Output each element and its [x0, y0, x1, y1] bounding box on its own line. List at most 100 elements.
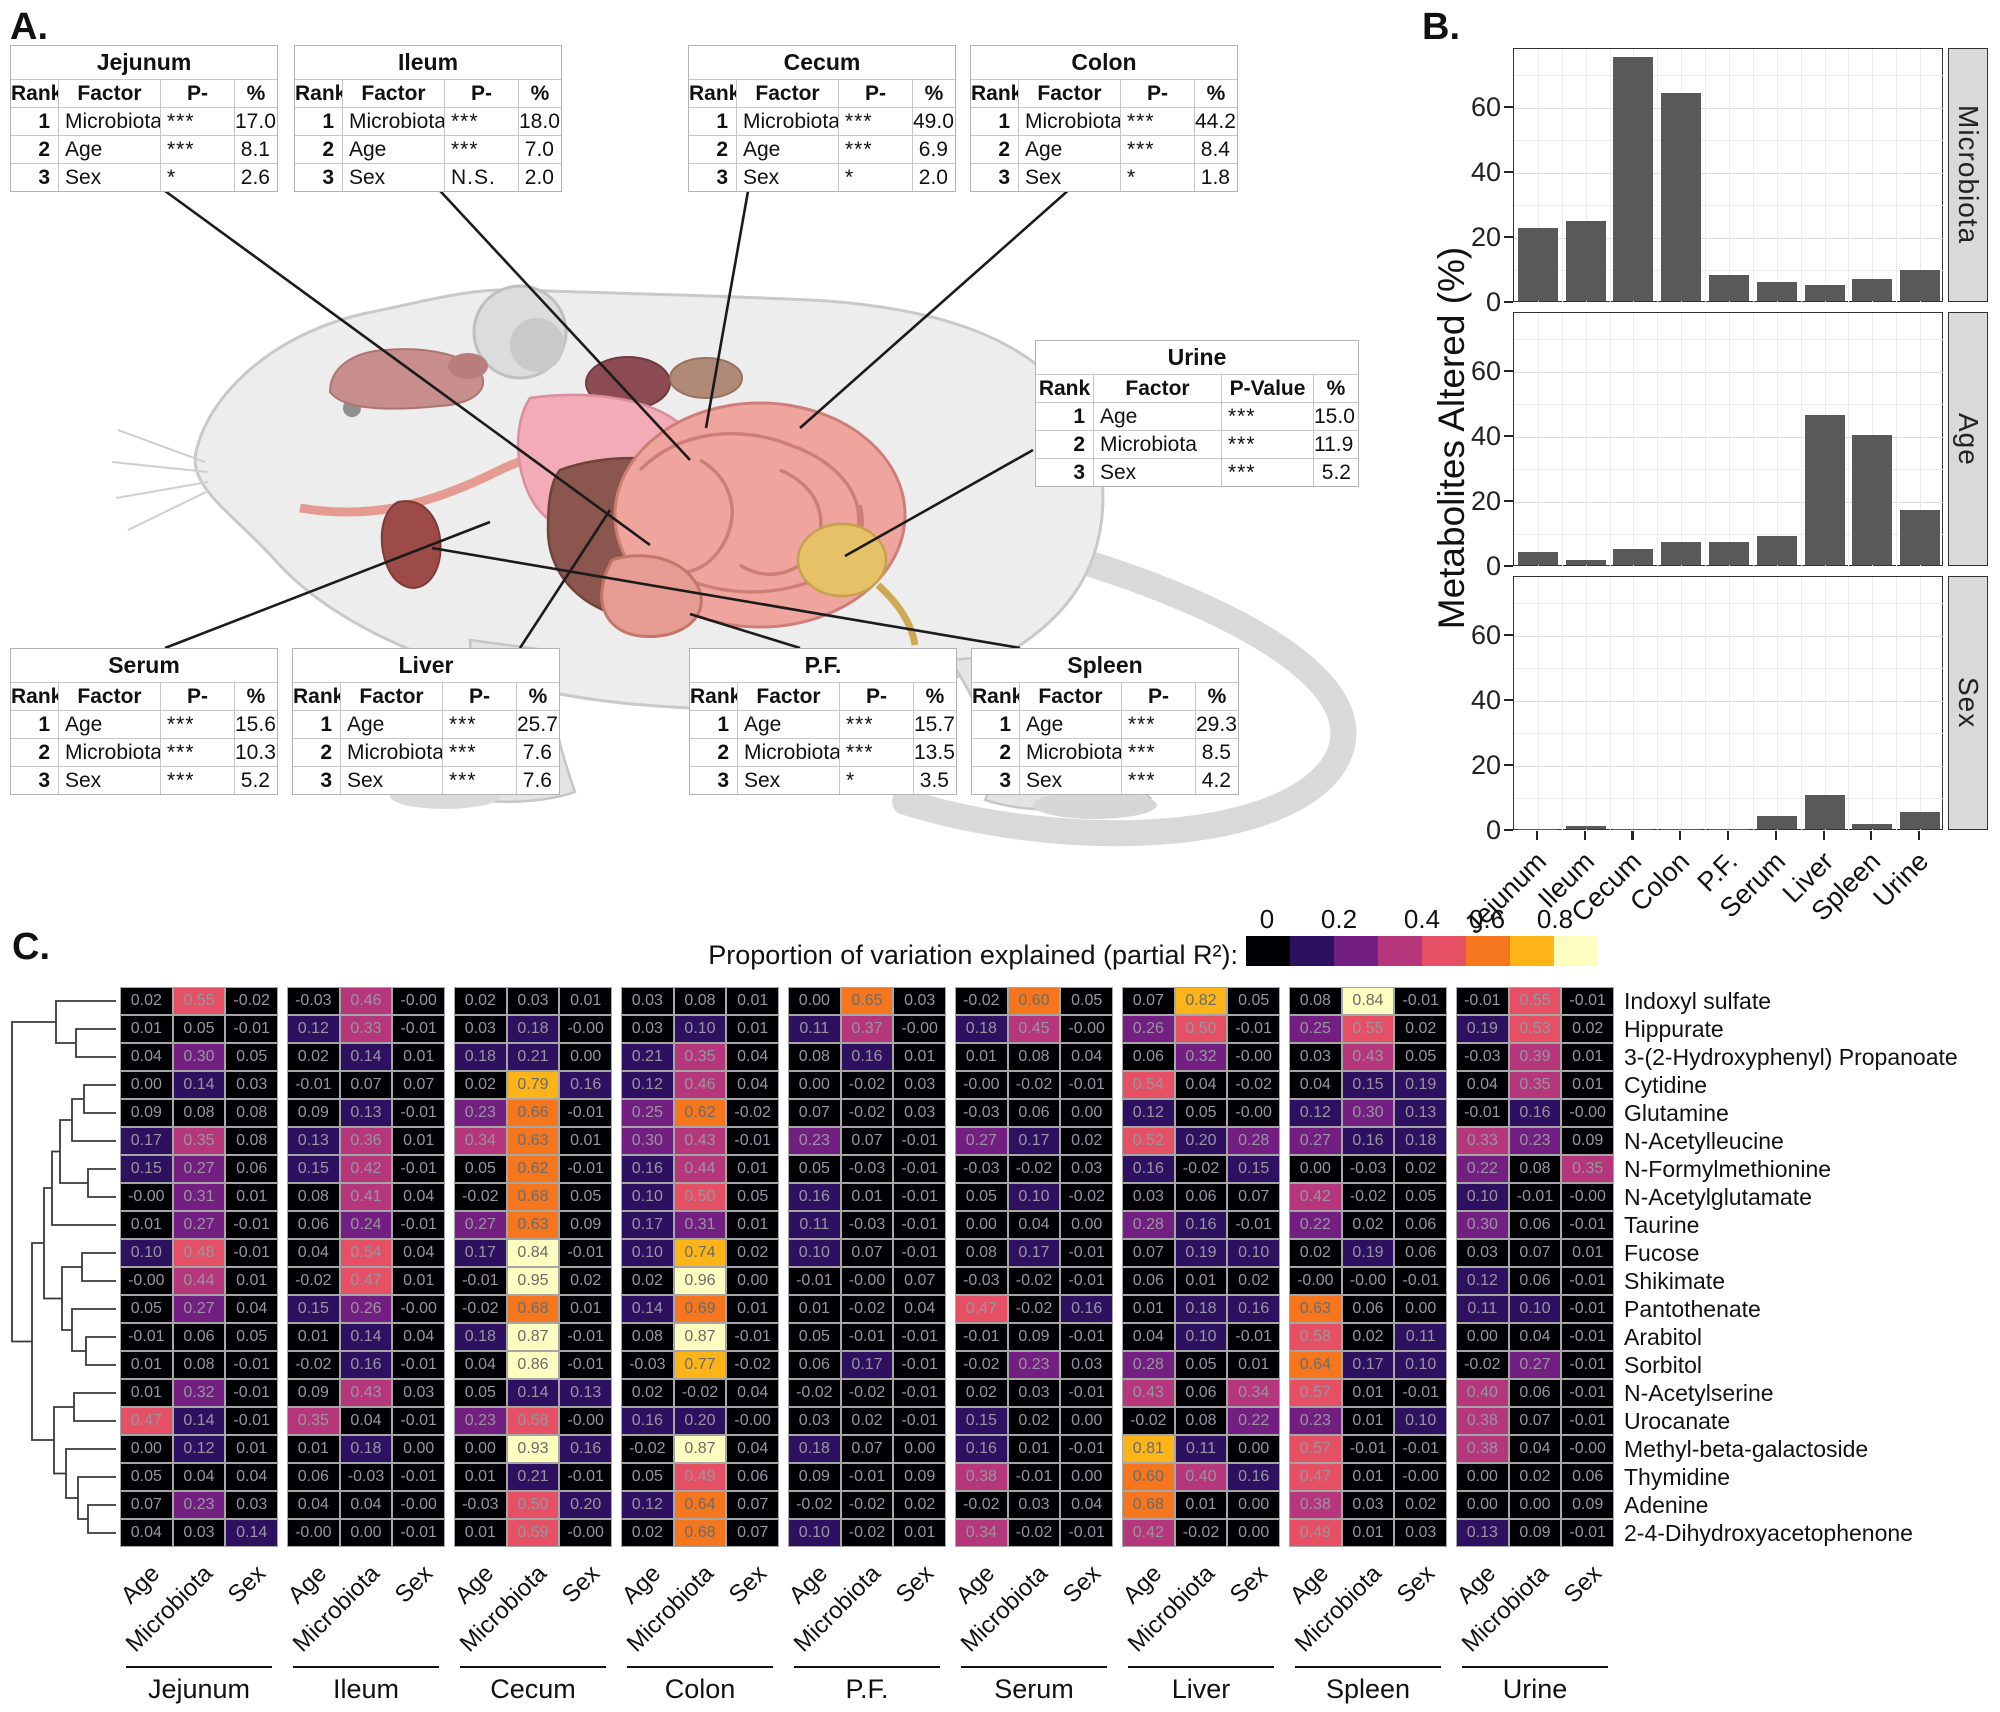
heatmap-cell: 0.08 — [621, 1323, 674, 1351]
heatmap-cell: -0.00 — [559, 1407, 612, 1435]
heatmap-cell: 0.47 — [339, 1267, 393, 1295]
heatmap-cell: 0.06 — [1174, 1183, 1228, 1211]
stomach-organ — [669, 357, 743, 399]
table-cell: 3 — [11, 164, 59, 191]
facet-strip-label: Sex — [1953, 677, 1984, 729]
heatmap-cell: 0.16 — [339, 1351, 393, 1379]
table-cell: *** — [839, 136, 913, 163]
heatmap-cell: 0.01 — [225, 1435, 278, 1463]
heatmap-cell: 0.06 — [1508, 1211, 1562, 1239]
heatmap-cell: 0.19 — [1456, 1015, 1509, 1043]
heatmap-cell: 0.04 — [287, 1239, 340, 1267]
table-title: Urine — [1036, 341, 1358, 375]
heatmap-cell: 0.10 — [1227, 1239, 1280, 1267]
heatmap-cell: 0.45 — [1007, 1015, 1061, 1043]
heatmap-cell: -0.00 — [559, 1015, 612, 1043]
gridline-vertical — [1752, 577, 1754, 831]
heatmap-cell: 0.14 — [225, 1519, 278, 1547]
bar-jejunum — [1517, 828, 1558, 829]
heatmap-cell: 0.38 — [1289, 1491, 1342, 1519]
legend-swatch — [1422, 936, 1466, 966]
heatmap-cell: -0.01 — [454, 1267, 507, 1295]
heatmap-cell: 0.58 — [506, 1407, 560, 1435]
table-cell: 15.6 — [235, 713, 276, 736]
table-cell: *** — [445, 136, 519, 163]
heatmap-cell: 0.43 — [339, 1379, 393, 1407]
table-cell: 5.2 — [1321, 461, 1351, 484]
heatmap-cell: -0.01 — [840, 1323, 894, 1351]
heatmap-cell: 0.25 — [621, 1099, 674, 1127]
heatmap-cell: 0.38 — [1456, 1435, 1509, 1463]
heatmap-cell: 0.03 — [1341, 1491, 1395, 1519]
heatmap-cell: 0.43 — [1341, 1043, 1395, 1071]
heatmap-cell: 0.19 — [1394, 1071, 1447, 1099]
heatmap-cell: 0.35 — [172, 1127, 226, 1155]
table-row: 3 Sex *** 5.2 — [1036, 459, 1358, 486]
gridline-vertical — [1585, 577, 1587, 831]
heatmap-cell: 0.01 — [1007, 1435, 1061, 1463]
heatmap-cell: 0.01 — [120, 1211, 173, 1239]
heatmap-cell: 0.16 — [955, 1435, 1008, 1463]
heatmap-cell: -0.01 — [392, 1015, 445, 1043]
heatmap-cell: 0.10 — [621, 1183, 674, 1211]
table-row: 3 Sex N.S. 2.0 — [295, 164, 561, 191]
heatmap-cell: 0.06 — [225, 1155, 278, 1183]
table-cell: 2 — [11, 739, 59, 766]
gridline-vertical — [1537, 49, 1539, 303]
ileum-connector-line — [429, 179, 691, 461]
column-header: Rank — [11, 80, 59, 107]
metabolite-label: Cytidine — [1624, 1072, 1708, 1098]
table-cell: 1.8 — [1200, 166, 1230, 189]
heatmap-cell: 0.18 — [506, 1015, 560, 1043]
heatmap-cell: 0.05 — [1394, 1183, 1447, 1211]
table-cell: *** — [1121, 136, 1195, 163]
bar-ileum — [1565, 560, 1606, 565]
heatmap-cell: 0.52 — [1122, 1127, 1175, 1155]
heatmap-cell: 0.16 — [621, 1155, 674, 1183]
heatmap-cell: 0.68 — [673, 1519, 727, 1547]
heatmap-cell: -0.02 — [840, 1099, 894, 1127]
heatmap-cell: 0.06 — [726, 1463, 779, 1491]
heatmap-cell: 0.05 — [172, 1015, 226, 1043]
heatmap-cell: 0.05 — [1174, 1351, 1228, 1379]
table-row: 1 Age *** 29.3 — [972, 711, 1238, 739]
heatmap-cell: 0.22 — [1289, 1211, 1342, 1239]
heatmap-cell: -0.00 — [559, 1519, 612, 1547]
x-tick-mark — [1631, 831, 1634, 840]
heatmap-cell: -0.00 — [392, 1295, 445, 1323]
table-row: 1 Microbiota *** 44.2 — [971, 108, 1237, 136]
heatmap-cell: -0.02 — [1341, 1183, 1395, 1211]
heatmap-cell: 0.04 — [1456, 1071, 1509, 1099]
tissue-group-label-liver: Liver — [1171, 1674, 1231, 1704]
heatmap-cell: 0.07 — [893, 1267, 946, 1295]
bar-serum — [1756, 281, 1797, 301]
heatmap-cell: 0.08 — [287, 1183, 340, 1211]
heatmap-cell: -0.02 — [1007, 1267, 1061, 1295]
bar-liver — [1804, 284, 1845, 301]
table-cell: Microbiota — [1094, 431, 1222, 458]
heatmap-cell: 0.03 — [225, 1071, 278, 1099]
heatmap-cell: 0.63 — [506, 1127, 560, 1155]
factor-table-jejunum: JejunumRankFactorP-Value%1Microbiota***1… — [10, 45, 278, 192]
heatmap-cell: 0.05 — [955, 1183, 1008, 1211]
heatmap-cell: 0.01 — [392, 1043, 445, 1071]
heatmap-cell: -0.01 — [1394, 1435, 1447, 1463]
facet-strip-age: Age — [1948, 312, 1988, 566]
heatmap-cell: 0.01 — [1174, 1491, 1228, 1519]
heatmap-cell: 0.04 — [172, 1463, 226, 1491]
y-tick-mark — [1504, 763, 1513, 767]
table-row: 3 Sex * 1.8 — [971, 164, 1237, 191]
legend-tick-label: 0.4 — [1403, 904, 1441, 934]
heatmap-cell: 0.01 — [120, 1351, 173, 1379]
heatmap-cell: 0.18 — [1174, 1295, 1228, 1323]
table-cell: 3 — [293, 767, 341, 794]
metabolite-label: Sorbitol — [1624, 1352, 1702, 1378]
gridline-vertical — [1848, 313, 1850, 567]
heatmap-cell: 0.17 — [840, 1351, 894, 1379]
tissue-group-label-jejunum: Jejunum — [147, 1674, 251, 1704]
heatmap-cell: 0.09 — [120, 1099, 173, 1127]
heatmap-cell: 0.50 — [506, 1491, 560, 1519]
metabolite-label: Methyl-beta-galactoside — [1624, 1436, 1869, 1462]
